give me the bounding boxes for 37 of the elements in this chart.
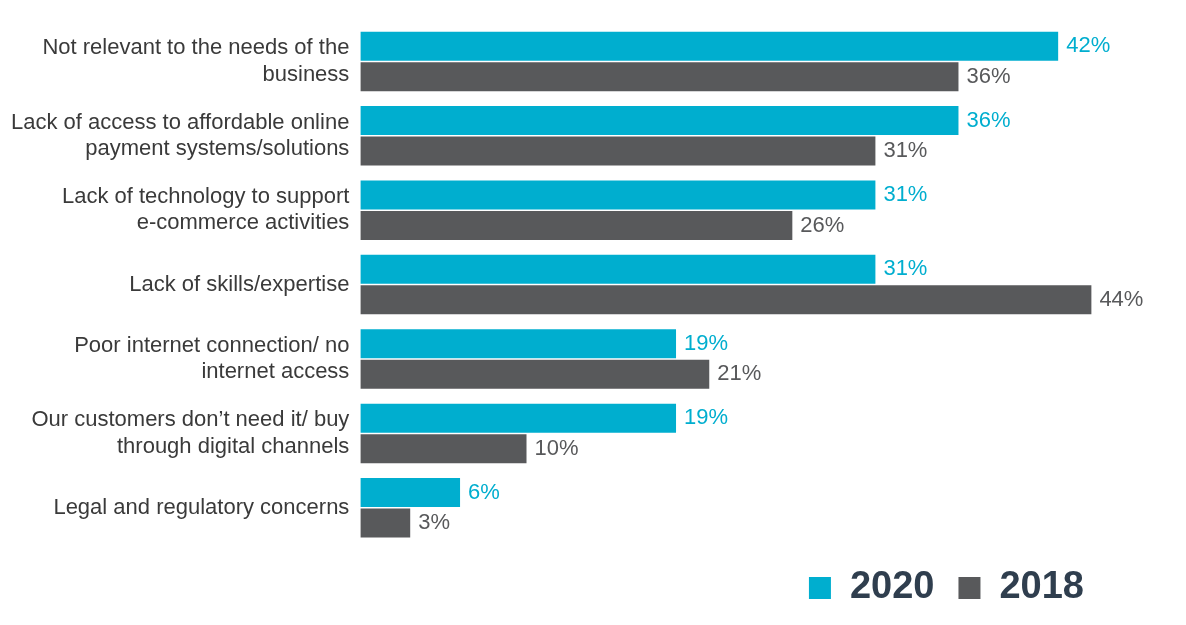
bar [360, 254, 876, 284]
data-label: 31% [883, 181, 928, 207]
data-label: 3% [418, 509, 451, 535]
data-label: 26% [800, 211, 845, 237]
bar [360, 329, 677, 359]
data-label: 21% [717, 360, 762, 386]
bar [360, 285, 1092, 315]
data-label: 6% [468, 478, 500, 504]
y-tick-label: Not relevant to the needs of the business [42, 34, 350, 86]
y-tick-label: Our customers don’t need it/ buy through digital channels [31, 406, 350, 458]
data-label: 44% [1099, 285, 1144, 311]
y-tick-label: Lack of skills/expertise [129, 270, 350, 296]
data-label: 31% [883, 255, 928, 281]
bar [360, 403, 677, 433]
bar [360, 434, 527, 464]
y-tick-label: Lack of technology to support e-commerce activities [61, 183, 350, 235]
bar [360, 136, 876, 166]
data-label: 19% [684, 329, 729, 355]
bar [360, 210, 793, 240]
data-label: 42% [1066, 32, 1111, 58]
bar [360, 31, 1059, 61]
bar [360, 106, 959, 136]
bar [360, 359, 710, 389]
bar [360, 180, 876, 210]
data-label: 31% [883, 137, 928, 163]
y-tick-label: Poor internet connection/ no internet access [74, 331, 350, 384]
bar [360, 62, 959, 92]
data-label: 36% [966, 62, 1011, 88]
data-label: 36% [966, 106, 1011, 132]
bar [360, 508, 411, 538]
data-label: 19% [684, 404, 729, 430]
y-tick-label: Legal and regulatory concerns [53, 493, 350, 519]
y-tick-label: Lack of access to affordable online payment systems/solutions [10, 108, 350, 161]
data-label: 10% [534, 434, 579, 460]
legend-label: 2020 [849, 564, 935, 607]
bar [360, 478, 461, 508]
legend-label: 2018 [999, 564, 1085, 607]
